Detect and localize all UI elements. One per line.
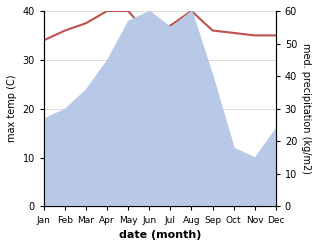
Y-axis label: med. precipitation (kg/m2): med. precipitation (kg/m2) xyxy=(301,43,311,174)
Y-axis label: max temp (C): max temp (C) xyxy=(7,75,17,143)
X-axis label: date (month): date (month) xyxy=(119,230,201,240)
